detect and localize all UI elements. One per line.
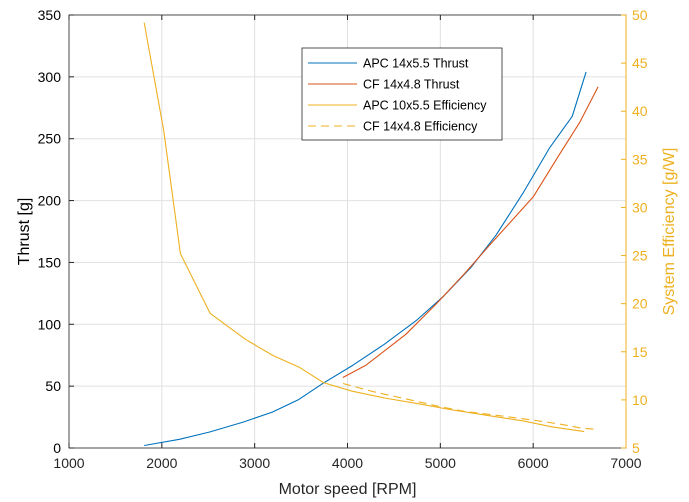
left-y-axis-label: Thrust [g] [16, 198, 33, 266]
series-line-1 [144, 71, 587, 447]
left-y-tick-label: 300 [38, 69, 62, 85]
right-y-tick-label: 25 [632, 248, 648, 264]
series-layer [143, 22, 599, 447]
right-y-tick-label: 5 [632, 440, 640, 456]
legend-label-2: CF 14x4.8 Thrust [363, 78, 460, 92]
legend-label-4: CF 14x4.8 Efficiency [363, 120, 478, 134]
legend-label-3: APC 10x5.5 Efficiency [363, 99, 487, 113]
left-y-tick-label: 0 [53, 440, 61, 456]
right-y-tick-label: 15 [632, 344, 648, 360]
x-tick-label: 7000 [610, 455, 641, 471]
right-y-axis-ticks: 5 10 15 20 25 30 35 40 45 50 [621, 7, 648, 456]
left-y-tick-label: 50 [45, 378, 61, 394]
right-y-tick-label: 35 [632, 151, 648, 167]
left-y-tick-label: 250 [38, 131, 62, 147]
right-y-tick-label: 45 [632, 55, 648, 71]
right-y-tick-label: 30 [632, 199, 648, 215]
x-axis-label: Motor speed [RPM] [279, 481, 417, 498]
right-y-tick-label: 20 [632, 296, 648, 312]
series-line-4 [342, 382, 599, 431]
x-tick-label: 5000 [425, 455, 456, 471]
right-y-tick-label: 40 [632, 103, 648, 119]
x-tick-label: 6000 [518, 455, 549, 471]
x-tick-label: 1000 [53, 455, 84, 471]
left-y-tick-label: 150 [38, 254, 62, 270]
left-y-tick-label: 200 [38, 193, 62, 209]
x-tick-label: 2000 [146, 455, 177, 471]
series-line-3 [143, 22, 585, 433]
x-axis-ticks: 1000 2000 3000 4000 5000 6000 7000 [53, 15, 642, 471]
x-tick-label: 3000 [239, 455, 270, 471]
series-line-2 [342, 86, 599, 378]
left-y-axis-ticks: 0 50 100 150 200 250 300 350 [38, 7, 74, 456]
right-y-tick-label: 50 [632, 7, 648, 23]
right-y-tick-label: 10 [632, 392, 648, 408]
legend-label-1: APC 14x5.5 Thrust [363, 57, 469, 71]
legend: APC 14x5.5 Thrust CF 14x4.8 Thrust APC 10x… [301, 47, 503, 141]
left-y-tick-label: 350 [38, 7, 62, 23]
right-y-axis-label: System Efficiency [g/W] [661, 148, 678, 316]
x-tick-label: 4000 [332, 455, 363, 471]
left-y-tick-label: 100 [38, 316, 62, 332]
